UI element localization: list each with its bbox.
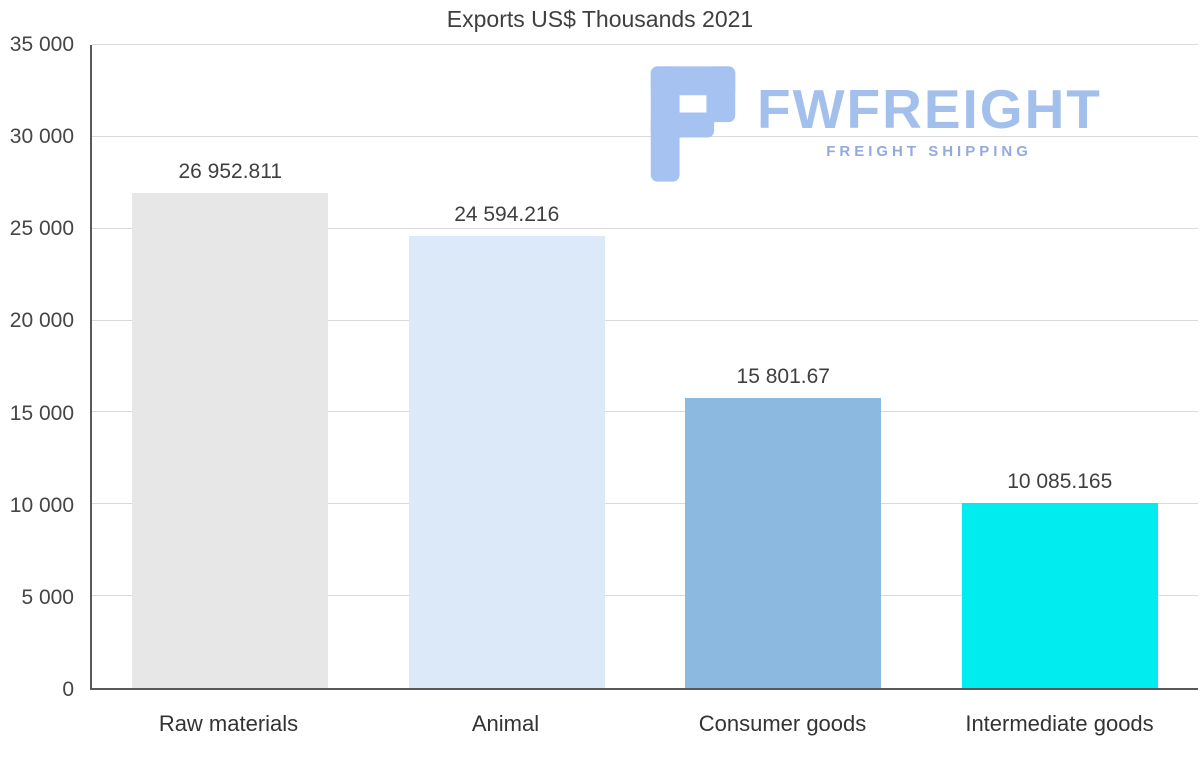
chart-title: Exports US$ Thousands 2021: [446, 6, 754, 32]
gridline: [92, 44, 1198, 45]
x-category-label: Consumer goods: [698, 711, 867, 736]
bar: [408, 236, 605, 688]
bar-value-label: 24 594.216: [454, 203, 560, 227]
gridline: [92, 595, 1198, 597]
plot-area: 26 952.811 24 594.216 15 801.67 10 085.165: [90, 44, 1198, 690]
bar-value-label: 26 952.811: [178, 159, 283, 183]
bar-value-label: 10 085.165: [1007, 469, 1113, 493]
brand-tagline: FREIGHT SHIPPING: [826, 143, 1032, 160]
y-tick-label: 0: [62, 678, 74, 701]
blocky-f-shape: [650, 66, 736, 182]
y-tick-label: 5 000: [21, 585, 74, 609]
brand-text-block: FWFREIGHT FREIGHT SHIPPING: [757, 78, 1102, 161]
gridline: [92, 227, 1198, 229]
bar-slot: 26 952.811: [92, 45, 369, 688]
y-tick-label: 20 000: [9, 309, 74, 333]
gridline: [92, 135, 1198, 137]
y-tick-label: 15 000: [9, 401, 74, 425]
bar: [685, 397, 882, 688]
y-tick-label: 35 000: [9, 33, 74, 56]
bar: [132, 192, 329, 688]
x-axis: Raw materials Animal Consumer goods Interme…: [90, 711, 1198, 737]
y-tick-label: 10 000: [9, 493, 74, 517]
fwfreight-logo-icon: [645, 66, 741, 182]
bars-container: 26 952.811 24 594.216 15 801.67 10 085.165: [92, 45, 1198, 688]
bar: [961, 502, 1158, 688]
x-category-label: Intermediate goods: [965, 711, 1154, 736]
bar-value-label: 15 801.67: [736, 364, 830, 388]
x-category-label: Raw materials: [158, 711, 299, 736]
gridline: [92, 319, 1198, 321]
x-category-label: Animal: [471, 711, 540, 736]
gridline: [92, 503, 1198, 505]
y-axis: 0 5 000 10 000 15 000 20 000 25 000 30 000 35 0…: [0, 33, 82, 701]
bar-slot: 10 085.165: [922, 45, 1199, 688]
brand-name: FWFREIGHT: [757, 78, 1102, 140]
y-tick-label: 25 000: [9, 217, 74, 241]
gridline: [92, 411, 1198, 413]
brand-watermark: FWFREIGHT FREIGHT SHIPPING: [645, 66, 1102, 182]
bar-slot: 24 594.216: [369, 45, 646, 688]
bar-slot: 15 801.67: [645, 45, 922, 688]
y-tick-label: 30 000: [9, 125, 74, 149]
